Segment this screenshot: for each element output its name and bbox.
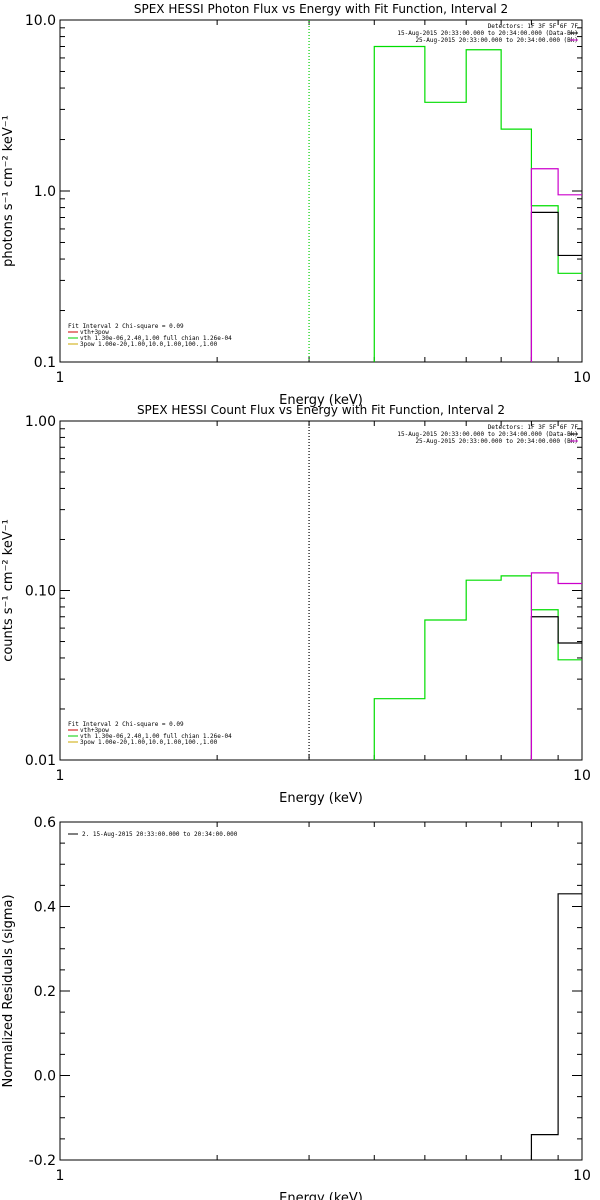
plot-frame [59, 420, 583, 761]
y-tick-label: 1.0 [34, 184, 56, 200]
data-series-2 [530, 616, 582, 760]
x-tick-label: 1 [56, 1168, 65, 1184]
legend-entry: 2. 15-Aug-2015 20:33:00.000 to 20:34:00.… [82, 831, 238, 838]
x-tick-label: 1 [56, 370, 65, 386]
x-axis-label: Energy (keV) [279, 791, 363, 806]
y-tick-label: 0.0 [34, 1069, 56, 1085]
legend-entry: vth+3pow [80, 727, 109, 734]
data-series-1 [373, 575, 582, 760]
y-tick-label: 0.1 [34, 355, 56, 371]
legend-entry: 3pow 1.00e-20,1.00,10.0,1.00,100.,1.00 [80, 341, 218, 348]
y-axis-label: counts s⁻¹ cm⁻² keV⁻¹ [1, 519, 16, 662]
data-series-3 [530, 168, 582, 362]
legend-entry: 3pow 1.00e-20,1.00,10.0,1.00,100.,1.00 [80, 739, 218, 746]
y-tick-label: 0.10 [25, 584, 56, 600]
y-tick-label: 0.6 [34, 815, 56, 831]
y-tick-label: 0.01 [25, 753, 56, 769]
y-tick-label: 10.0 [25, 13, 56, 29]
info-text: Detectors: 1F 3F 5F 6F 7F [488, 23, 579, 30]
x-axis-label: Energy (keV) [279, 1191, 363, 1200]
y-tick-label: 1.00 [25, 414, 56, 430]
y-tick-label: 0.4 [34, 900, 56, 916]
chart-panel-3: 1 10 Energy (keV) -0.2 0.0 0.2 0.4 0.6 Normalize… [1, 815, 591, 1200]
legend-entry: vth 1.30e-06,2.40,1.00 full chian 1.26e-… [80, 335, 232, 342]
legend-entry: vth 1.30e-06,2.40,1.00 full chian 1.26e-… [80, 733, 232, 740]
data-series-1 [373, 45, 582, 362]
info-text: 15-Aug-2015 20:33:00.000 to 20:34:00.000… [397, 431, 578, 438]
chart-title: SPEX HESSI Photon Flux vs Energy with Fi… [134, 2, 508, 16]
x-tick-label: 1 [56, 768, 65, 784]
chart-title: SPEX HESSI Count Flux vs Energy with Fit… [137, 403, 505, 417]
y-tick-label: -0.2 [29, 1153, 56, 1169]
plot-frame [59, 19, 583, 363]
x-tick-label: 10 [573, 1168, 591, 1184]
y-axis-label: Normalized Residuals (sigma) [1, 894, 16, 1087]
legend-entry: Fit Interval 2 Chi-square = 0.09 [68, 323, 184, 330]
info-text: 25-Aug-2015 20:33:00.000 to 20:34:00.000… [415, 37, 578, 44]
chart-panel-2: SPEX HESSI Count Flux vs Energy with Fit… [1, 403, 591, 806]
chart-panel-1: SPEX HESSI Photon Flux vs Energy with Fi… [1, 2, 591, 408]
legend-entry: vth+3pow [80, 329, 109, 336]
info-text: 15-Aug-2015 20:33:00.000 to 20:34:00.000… [397, 30, 578, 37]
legend-entry: Fit Interval 2 Chi-square = 0.09 [68, 721, 184, 728]
x-tick-label: 10 [573, 768, 591, 784]
info-text: 25-Aug-2015 20:33:00.000 to 20:34:00.000… [415, 438, 578, 445]
y-tick-label: 0.2 [34, 984, 56, 1000]
y-axis-label: photons s⁻¹ cm⁻² keV⁻¹ [1, 115, 16, 267]
plot-frame [59, 821, 583, 1161]
info-text: Detectors: 1F 3F 5F 6F 7F [488, 424, 579, 431]
data-series-3 [530, 572, 582, 760]
data-series-2 [530, 211, 582, 362]
x-tick-label: 10 [573, 370, 591, 386]
data-series-1 [530, 893, 582, 1160]
x-axis-label: Energy (keV) [279, 393, 363, 408]
